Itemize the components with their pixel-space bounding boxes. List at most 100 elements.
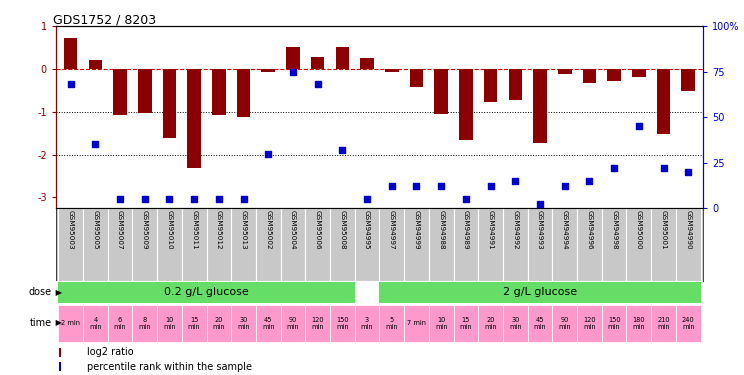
Bar (187, 69, 201, 168)
Text: 120
min: 120 min (583, 317, 596, 330)
Bar (379, 208, 404, 281)
Text: 120
min: 120 min (312, 317, 324, 330)
Text: log2 ratio: log2 ratio (87, 347, 133, 357)
Point (411, 183, 423, 189)
Text: GSM95003: GSM95003 (68, 210, 74, 250)
Bar (157, 304, 182, 342)
Text: 0.2 g/L glucose: 0.2 g/L glucose (164, 287, 249, 297)
Text: GSM94989: GSM94989 (463, 210, 469, 250)
Bar (163, 69, 176, 138)
Bar (305, 208, 330, 281)
Bar (527, 208, 552, 281)
Bar (83, 208, 108, 281)
Bar (676, 208, 701, 281)
Bar (360, 58, 374, 69)
Text: 20
min: 20 min (213, 317, 225, 330)
Bar (484, 69, 498, 102)
Text: 10
min: 10 min (435, 317, 447, 330)
Bar (379, 282, 701, 303)
Text: ▶: ▶ (53, 318, 62, 327)
Text: 2 min: 2 min (61, 320, 80, 326)
Point (139, 196, 151, 202)
Text: dose: dose (29, 287, 52, 297)
Bar (330, 304, 355, 342)
Bar (330, 208, 355, 281)
Text: GSM95002: GSM95002 (266, 210, 272, 250)
Text: 90
min: 90 min (559, 317, 571, 330)
Point (65, 81, 77, 87)
Bar (379, 304, 404, 342)
Bar (132, 208, 157, 281)
Bar (280, 208, 305, 281)
Point (534, 201, 546, 207)
Point (386, 183, 398, 189)
Bar (607, 69, 621, 81)
Bar (132, 304, 157, 342)
Bar (58, 208, 83, 281)
Text: GSM95005: GSM95005 (92, 210, 98, 250)
Text: 150
min: 150 min (336, 317, 349, 330)
Bar (558, 69, 571, 74)
Bar (207, 304, 231, 342)
Bar (108, 208, 132, 281)
Bar (64, 38, 77, 69)
Text: GSM94994: GSM94994 (562, 210, 568, 250)
Text: time: time (30, 318, 52, 328)
Bar (336, 47, 349, 69)
Point (559, 183, 571, 189)
Point (89, 141, 101, 147)
Point (213, 196, 225, 202)
Text: GSM94991: GSM94991 (487, 210, 493, 250)
Bar (385, 69, 399, 72)
Text: 240
min: 240 min (682, 317, 695, 330)
Bar (212, 69, 225, 115)
Point (608, 165, 620, 171)
Bar (478, 304, 503, 342)
Text: GSM95011: GSM95011 (191, 210, 197, 250)
Text: 150
min: 150 min (608, 317, 620, 330)
Bar (657, 69, 670, 134)
Point (460, 196, 472, 202)
Bar (280, 304, 305, 342)
Bar (602, 304, 626, 342)
Text: GSM95008: GSM95008 (339, 210, 345, 250)
Text: 8
min: 8 min (138, 317, 151, 330)
Text: 30
min: 30 min (509, 317, 522, 330)
Bar (632, 69, 646, 77)
Text: 7 min: 7 min (407, 320, 426, 326)
Text: GSM95004: GSM95004 (290, 210, 296, 250)
Text: 210
min: 210 min (657, 317, 670, 330)
Text: GDS1752 / 8203: GDS1752 / 8203 (53, 13, 155, 26)
Bar (182, 304, 207, 342)
Point (633, 123, 645, 129)
Bar (429, 304, 454, 342)
Text: GSM95009: GSM95009 (142, 210, 148, 250)
Bar (533, 69, 547, 142)
Text: GSM95013: GSM95013 (240, 210, 246, 250)
Bar (286, 47, 300, 69)
Bar (59, 362, 61, 371)
Bar (404, 304, 429, 342)
Bar (552, 208, 577, 281)
Bar (577, 304, 602, 342)
Text: GSM95001: GSM95001 (661, 210, 667, 250)
Text: GSM95012: GSM95012 (216, 210, 222, 250)
Bar (503, 304, 527, 342)
Text: GSM94998: GSM94998 (611, 210, 617, 250)
Bar (261, 69, 275, 72)
Text: GSM94995: GSM94995 (364, 210, 370, 250)
Point (484, 183, 496, 189)
Bar (527, 304, 552, 342)
Point (237, 196, 249, 202)
Text: 2 g/L glucose: 2 g/L glucose (503, 287, 577, 297)
Bar (626, 208, 651, 281)
Bar (59, 348, 61, 357)
Bar (231, 304, 256, 342)
Bar (602, 208, 626, 281)
Bar (478, 208, 503, 281)
Bar (113, 69, 126, 115)
Bar (256, 208, 280, 281)
Bar (651, 208, 676, 281)
Point (114, 196, 126, 202)
Bar (583, 69, 596, 83)
